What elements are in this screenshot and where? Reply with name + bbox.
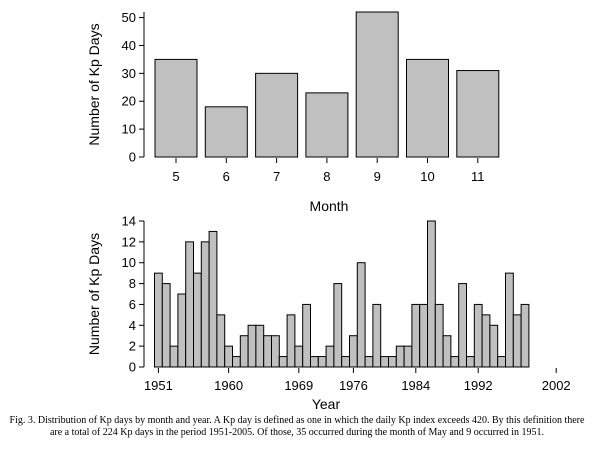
bar-year-1989: [450, 356, 460, 368]
bar-year-1991: [466, 356, 475, 368]
bar-year-1967: [278, 356, 288, 368]
bar-year-1990: [458, 283, 468, 368]
bar-year-1960: [224, 345, 233, 368]
y-axis-title: Number of Kp Days: [86, 233, 102, 355]
bar-year-1985: [419, 303, 429, 368]
x-tick-label: 6: [223, 169, 230, 184]
figure-caption: Fig. 3. Distribution of Kp days by month…: [9, 415, 585, 438]
y-tick-label: 20: [122, 94, 136, 109]
bar-year-1955: [185, 241, 194, 368]
x-tick-label: 5: [172, 169, 179, 184]
bar-year-1975: [341, 356, 351, 368]
y-tick-label: 30: [122, 66, 136, 81]
y-tick-label: 8: [129, 276, 136, 291]
bar-month-8: [305, 92, 349, 158]
bar-year-1986: [427, 220, 436, 368]
bar-year-1978: [364, 356, 374, 368]
bar-year-1979: [372, 303, 382, 368]
bar-year-1966: [271, 335, 280, 368]
bar-year-1995: [497, 356, 507, 368]
bar-month-5: [154, 58, 198, 158]
bar-year-1971: [310, 356, 319, 368]
bar-year-1988: [442, 335, 452, 368]
bar-month-7: [255, 72, 299, 158]
bar-year-1992: [473, 303, 483, 368]
y-tick-label: 6: [129, 297, 136, 312]
x-tick-label: 1976: [339, 378, 368, 393]
x-tick-label: 8: [323, 169, 330, 184]
x-tick-label: 1984: [401, 378, 430, 393]
bar-year-1987: [434, 303, 444, 368]
x-tick-label: 1969: [284, 378, 313, 393]
y-tick-label: 10: [122, 122, 136, 137]
x-tick-label: 1960: [214, 378, 243, 393]
bar-year-1968: [286, 314, 296, 368]
bar-year-1956: [193, 272, 202, 368]
y-tick-label: 0: [129, 150, 136, 165]
bar-year-1963: [247, 324, 257, 368]
x-tick-label: 11: [471, 169, 485, 184]
x-tick-label: 10: [420, 169, 434, 184]
bar-year-1953: [169, 345, 179, 368]
bar-year-1994: [489, 324, 499, 368]
bar-year-1951: [154, 272, 163, 368]
y-tick-label: 50: [122, 10, 136, 25]
y-tick-label: 0: [129, 360, 136, 375]
bar-year-1998: [520, 303, 530, 368]
y-tick-label: 12: [122, 234, 136, 249]
bar-year-1977: [356, 262, 366, 368]
bar-year-1958: [208, 230, 218, 368]
bar-year-1976: [349, 335, 358, 368]
year-bar-chart: 0 2 4 6 8 10 12 14 Number of Kp Days Year 1951 1960…: [86, 214, 571, 411]
bar-year-1997: [512, 314, 522, 368]
bar-year-1954: [177, 293, 187, 368]
bar-year-1980: [380, 356, 390, 368]
y-tick-label: 4: [129, 318, 136, 333]
y-tick-label: 40: [122, 38, 136, 53]
bar-year-1973: [325, 345, 335, 368]
bar-year-1982: [395, 345, 405, 368]
bar-year-1962: [239, 335, 249, 368]
x-axis-title: Year: [312, 396, 341, 410]
month-bar-chart: 0 10 20 30 40 50 Number of Kp Days Month 5 6 7 8 9 10…: [86, 10, 500, 214]
bar-year-1981: [388, 356, 397, 368]
bar-month-10: [406, 58, 449, 158]
bar-year-1969: [294, 345, 304, 368]
y-axis-title: Number of Kp Days: [86, 23, 102, 145]
bar-year-1996: [505, 272, 514, 368]
bar-year-1974: [333, 283, 343, 368]
bar-year-1965: [263, 335, 273, 368]
x-tick-label: 9: [374, 169, 381, 184]
bar-year-1959: [216, 314, 226, 368]
bar-year-1983: [403, 345, 413, 368]
bar-year-1964: [255, 324, 265, 368]
y-tick-label: 2: [129, 339, 136, 354]
bar-year-1957: [200, 241, 210, 368]
bar-year-1984: [411, 303, 421, 368]
bar-year-1952: [161, 283, 171, 368]
bar-year-1970: [302, 303, 312, 368]
bar-month-9: [355, 11, 399, 158]
bar-month-6: [204, 106, 248, 158]
x-tick-label: 7: [273, 169, 280, 184]
bar-year-1972: [317, 356, 327, 368]
y-tick-label: 14: [122, 214, 136, 229]
x-axis-title: Month: [310, 198, 349, 214]
x-tick-label: 1992: [464, 378, 493, 393]
x-tick-label: 1951: [144, 378, 173, 393]
bar-year-1993: [481, 314, 491, 368]
x-tick-label: 2002: [542, 378, 571, 393]
y-tick-label: 10: [122, 255, 136, 270]
bar-year-1961: [232, 356, 241, 368]
bar-month-11: [456, 70, 500, 158]
